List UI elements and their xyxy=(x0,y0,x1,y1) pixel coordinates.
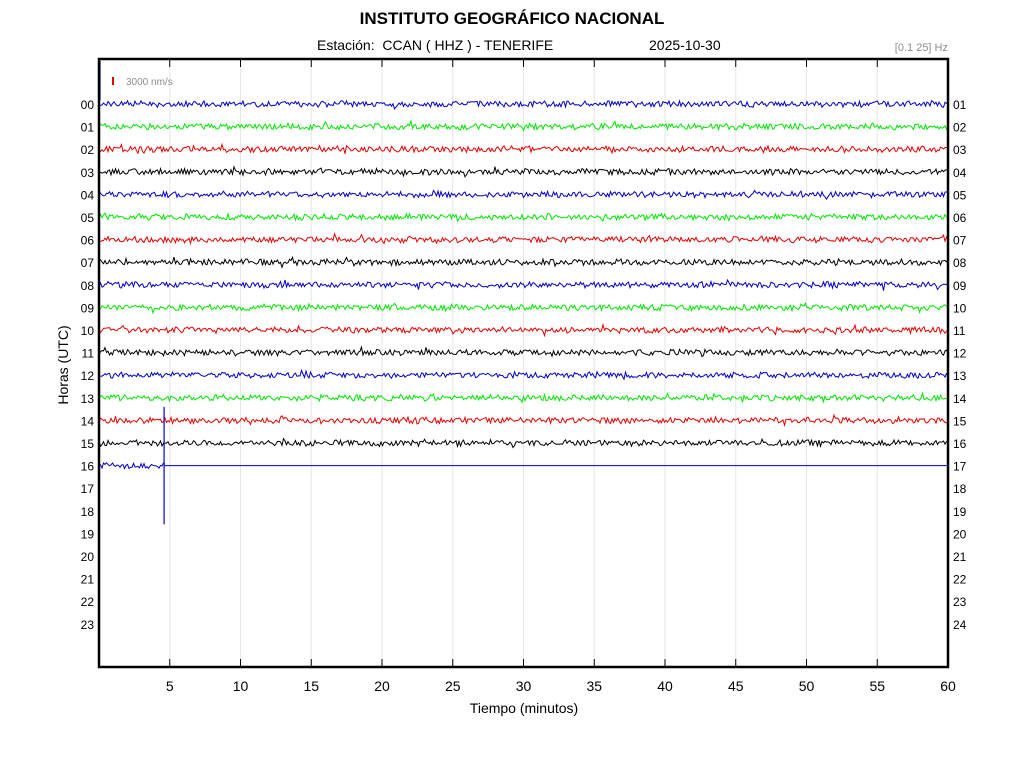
y-tick-label-left: 13 xyxy=(81,392,95,406)
y-tick-label-right: 16 xyxy=(953,437,967,451)
y-axis-label: Horas (UTC) xyxy=(55,325,71,405)
y-tick-label-left: 10 xyxy=(81,324,95,338)
trace-hour-16 xyxy=(98,462,164,470)
y-tick-label-right: 02 xyxy=(953,121,967,135)
y-tick-label-right: 09 xyxy=(953,279,967,293)
trace-hour-09 xyxy=(98,302,949,315)
y-tick-label-left: 04 xyxy=(81,188,95,202)
y-tick-label-right: 20 xyxy=(953,527,967,541)
y-tick-label-left: 15 xyxy=(81,437,95,451)
y-tick-label-left: 01 xyxy=(81,121,95,135)
x-tick-label: 20 xyxy=(374,678,390,694)
x-tick-label: 5 xyxy=(166,678,174,694)
plot-frame xyxy=(97,57,950,669)
y-tick-label-left: 03 xyxy=(81,166,95,180)
y-tick-label-left: 12 xyxy=(81,369,95,383)
x-axis-label: Tiempo (minutos) xyxy=(469,700,579,716)
y-tick-label-right: 08 xyxy=(953,256,967,270)
y-tick-label-right: 23 xyxy=(953,595,967,609)
y-tick-label-left: 20 xyxy=(81,550,95,564)
y-tick-label-left: 22 xyxy=(81,595,95,609)
y-tick-label-right: 07 xyxy=(953,234,967,248)
trace-hour-14 xyxy=(98,413,949,428)
y-tick-label-left: 07 xyxy=(81,256,95,270)
y-tick-label-left: 05 xyxy=(81,211,95,225)
x-tick-label: 25 xyxy=(445,678,461,694)
trace-hour-02 xyxy=(98,142,949,155)
trace-hour-12 xyxy=(98,368,949,381)
y-tick-label-left: 08 xyxy=(81,279,95,293)
y-tick-label-right: 04 xyxy=(953,166,967,180)
trace-hour-08 xyxy=(98,278,949,291)
y-tick-label-left: 09 xyxy=(81,301,95,315)
y-tick-label-left: 16 xyxy=(81,460,95,474)
trace-hour-00 xyxy=(98,99,949,110)
x-tick-label: 35 xyxy=(586,678,602,694)
y-tick-label-right: 06 xyxy=(953,211,967,225)
trace-hour-01 xyxy=(98,119,949,132)
trace-hour-05 xyxy=(98,211,949,222)
filter-band-label: [0.1 25] Hz xyxy=(894,42,948,54)
trace-hour-13 xyxy=(98,391,949,404)
page-title: INSTITUTO GEOGRÁFICO NACIONAL xyxy=(359,9,665,28)
y-tick-label-right: 18 xyxy=(953,482,967,496)
y-tick-label-left: 14 xyxy=(81,414,95,428)
y-tick-label-left: 02 xyxy=(81,143,95,157)
y-tick-label-right: 21 xyxy=(953,550,967,564)
x-tick-label: 55 xyxy=(869,678,885,694)
y-tick-label-left: 17 xyxy=(81,482,95,496)
y-tick-label-left: 00 xyxy=(81,98,95,112)
y-tick-label-right: 01 xyxy=(953,98,967,112)
x-tick-label: 60 xyxy=(940,678,956,694)
trace-hour-15 xyxy=(98,437,949,449)
y-tick-label-left: 06 xyxy=(81,234,95,248)
y-tick-label-right: 22 xyxy=(953,573,967,587)
trace-hour-04 xyxy=(98,189,949,201)
y-tick-label-right: 14 xyxy=(953,392,967,406)
scale-bar xyxy=(112,77,114,85)
y-tick-label-right: 17 xyxy=(953,460,967,474)
x-tick-label: 15 xyxy=(303,678,319,694)
trace-hour-10 xyxy=(98,322,949,338)
x-tick-label: 50 xyxy=(799,678,815,694)
scale-label: 3000 nm/s xyxy=(126,77,173,88)
y-tick-label-right: 19 xyxy=(953,505,967,519)
y-tick-label-left: 21 xyxy=(81,573,95,587)
x-tick-label: 40 xyxy=(657,678,673,694)
station-label: Estación: CCAN ( HHZ ) - TENERIFE xyxy=(317,37,554,53)
trace-hour-07 xyxy=(98,255,949,269)
x-tick-label: 45 xyxy=(728,678,744,694)
y-tick-label-right: 13 xyxy=(953,369,967,383)
x-tick-label: 10 xyxy=(233,678,249,694)
y-tick-label-left: 23 xyxy=(81,618,95,632)
x-tick-label: 30 xyxy=(516,678,532,694)
y-tick-label-right: 05 xyxy=(953,188,967,202)
y-tick-label-right: 12 xyxy=(953,347,967,361)
y-tick-label-right: 03 xyxy=(953,143,967,157)
y-tick-label-right: 15 xyxy=(953,414,967,428)
y-tick-label-left: 18 xyxy=(81,505,95,519)
y-tick-label-right: 10 xyxy=(953,301,967,315)
trace-hour-03 xyxy=(98,165,949,178)
y-tick-label-left: 19 xyxy=(81,527,95,541)
trace-hour-06 xyxy=(98,232,949,246)
y-tick-label-right: 11 xyxy=(953,324,966,338)
trace-hour-11 xyxy=(98,345,949,358)
y-tick-label-left: 11 xyxy=(82,347,95,361)
date-label: 2025-10-30 xyxy=(649,37,721,53)
y-tick-label-right: 24 xyxy=(953,618,967,632)
